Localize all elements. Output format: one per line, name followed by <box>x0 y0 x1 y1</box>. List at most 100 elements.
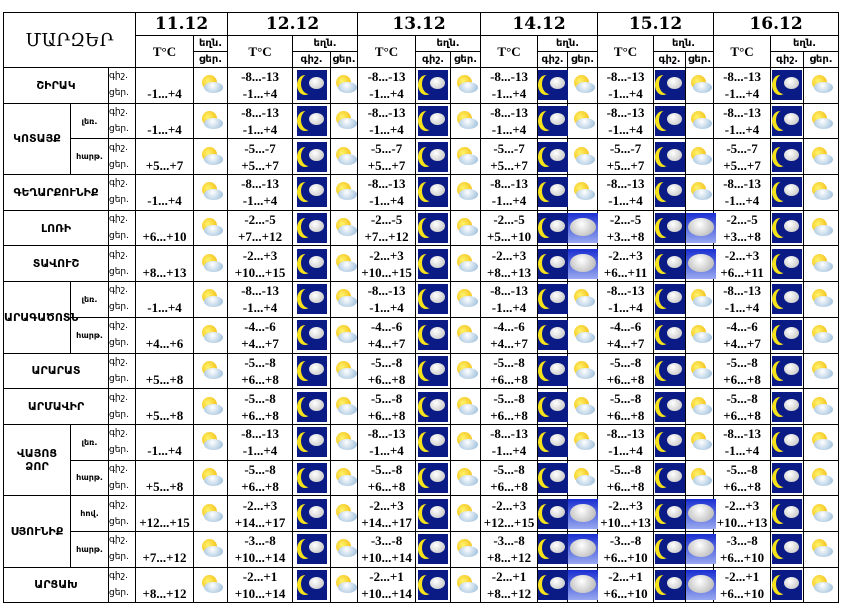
moon-cloud-icon <box>418 569 449 600</box>
temperature-cell: +7...+12 <box>135 530 195 568</box>
cloud-shape <box>784 220 800 233</box>
cloud-shape <box>203 296 223 308</box>
day-label: ցեր. <box>109 195 129 206</box>
date-header: 16.12 <box>713 12 840 36</box>
cloud-shape <box>203 546 223 558</box>
moon-cloud-icon <box>296 534 327 565</box>
table-row: հարթ. գիշ. ցեր. +5...+8 -5...-8 +6...+8 -5...… <box>4 459 840 497</box>
moon-cloud-icon <box>296 462 327 493</box>
night-weather-cell <box>653 495 687 532</box>
day-weather-cell <box>685 423 715 461</box>
day-weather-cell <box>803 281 840 318</box>
cloud-icon <box>686 569 717 600</box>
temperature-cell: -2...+3 +6...+11 <box>597 245 655 283</box>
day-weather-cell <box>330 388 359 425</box>
moon-cloud-icon <box>296 498 327 529</box>
day-weather-cell <box>330 281 359 318</box>
cloud-shape <box>550 184 566 197</box>
sun-cloud-icon <box>807 393 835 421</box>
night-temp <box>137 104 193 121</box>
cloud-shape <box>203 439 223 451</box>
cloud-shape <box>693 439 713 451</box>
cloud-shape <box>688 253 715 272</box>
moon-cloud-icon <box>538 177 569 208</box>
temperature-cell: +4...+6 <box>135 316 195 354</box>
cloud-shape <box>666 541 682 554</box>
night-temp: -8...-13 <box>723 69 761 85</box>
day-label: ցեր. <box>109 445 129 456</box>
night-weather-cell <box>292 388 332 425</box>
day-weather-cell <box>803 388 840 425</box>
cloud-shape <box>308 541 324 554</box>
header-dates-row: ՄԱՐԶԵՐ 11.12 12.12 13.12 14.12 15.12 16.12 <box>2 12 840 68</box>
moon-cloud-icon <box>654 213 685 244</box>
header-labels-row: T°C եղն. T°C եղն. T°C եղն. T°C եղն. T°C եղն. T°C եղ… <box>4 35 840 68</box>
night-header: գիշ. <box>415 51 452 68</box>
moon-cloud-icon <box>538 213 569 244</box>
day-weather-cell <box>330 530 359 568</box>
night-weather-cell <box>770 388 805 425</box>
table-row: ԳԵՂԱՐՔՈՒՆԻՔ գիշ. ցեր. -1...+4 -8...-13 -1...… <box>3 174 840 211</box>
table-row: ԱՐԱՐԱՏ գիշ. ցեր. +5...+8 -5...-8 +6...+8 -5..… <box>3 352 840 390</box>
day-temp: -1...+4 <box>491 193 527 209</box>
night-temp <box>137 568 193 585</box>
sun-cloud-icon <box>807 464 835 492</box>
day-label: ցեր. <box>109 302 129 313</box>
day-temp: +7...+12 <box>238 229 283 245</box>
sun-cloud-icon <box>197 393 225 421</box>
night-weather-cell <box>292 352 332 390</box>
cloud-shape <box>338 439 358 451</box>
night-temp: -3...-8 <box>244 533 276 549</box>
night-temp: -8...-13 <box>606 283 645 299</box>
cloud-shape <box>814 189 834 201</box>
temperature-cell: -2...+3 +14...+17 <box>357 495 417 532</box>
day-weather-cell <box>330 138 359 176</box>
table-row: հարթ. գիշ. ցեր. +5...+7 -5...-7 +5...+7 -5...… <box>4 138 840 176</box>
night-temp: -8...-13 <box>723 283 761 299</box>
day-night-label: գիշ. ցեր. <box>107 352 137 390</box>
moon-cloud-icon <box>654 427 685 458</box>
night-weather-cell <box>653 138 687 176</box>
day-weather-cell <box>803 459 840 497</box>
night-label: գիշ. <box>109 178 128 189</box>
night-weather-cell <box>537 281 569 318</box>
night-temp <box>137 425 193 442</box>
temperature-cell: -5...-7 +5...+7 <box>713 138 772 176</box>
weather-header: եղն. <box>292 35 359 52</box>
night-weather-cell <box>770 495 805 532</box>
day-weather-cell <box>685 566 717 604</box>
sun-cloud-icon <box>331 357 359 385</box>
day-temp: +5...+7 <box>241 157 279 173</box>
day-temp: +6...+10 <box>720 550 765 566</box>
table-row: ԱՐՄԱՎԻՐ գիշ. ցեր. +5...+8 -5...-8 +6...+8 -5.… <box>3 388 840 425</box>
moon-cloud-icon <box>418 534 449 565</box>
day-temp: +10...+14 <box>234 585 286 601</box>
temperature-cell: -5...-8 +6...+8 <box>227 352 294 390</box>
day-night-label: գիշ. ցեր. <box>107 459 137 497</box>
region-name: ԱՐՄԱՎԻՐ <box>3 388 109 425</box>
day-weather-cell <box>685 138 715 176</box>
day-night-label: գիշ. ցեր. <box>107 388 137 425</box>
cloud-shape <box>338 260 358 272</box>
sun-cloud-icon <box>452 71 480 99</box>
night-temp: -5...-8 <box>726 354 758 370</box>
temperature-cell: -1...+4 <box>135 174 195 211</box>
cloud-shape <box>693 189 713 201</box>
cloud-shape <box>430 113 446 126</box>
day-temp: +6...+8 <box>723 478 761 494</box>
sun-cloud-icon <box>569 107 597 135</box>
night-temp: -2...+1 <box>242 568 278 584</box>
night-temp: -5...-8 <box>609 461 642 477</box>
day-weather-cell <box>567 209 599 247</box>
night-label: գիշ. <box>109 499 128 510</box>
day-weather-cell <box>330 316 359 354</box>
day-temp: +4...+7 <box>723 336 761 352</box>
cloud-shape <box>784 291 800 304</box>
sun-cloud-icon <box>807 143 835 171</box>
temperature-cell: -8...-13 -1...+4 <box>480 423 539 461</box>
night-temp: -2...+3 <box>491 247 527 263</box>
cloud-shape <box>458 403 478 415</box>
night-temp: -5...-8 <box>370 390 403 406</box>
cloud-shape <box>458 581 478 593</box>
night-temp: -2...+3 <box>608 247 643 263</box>
